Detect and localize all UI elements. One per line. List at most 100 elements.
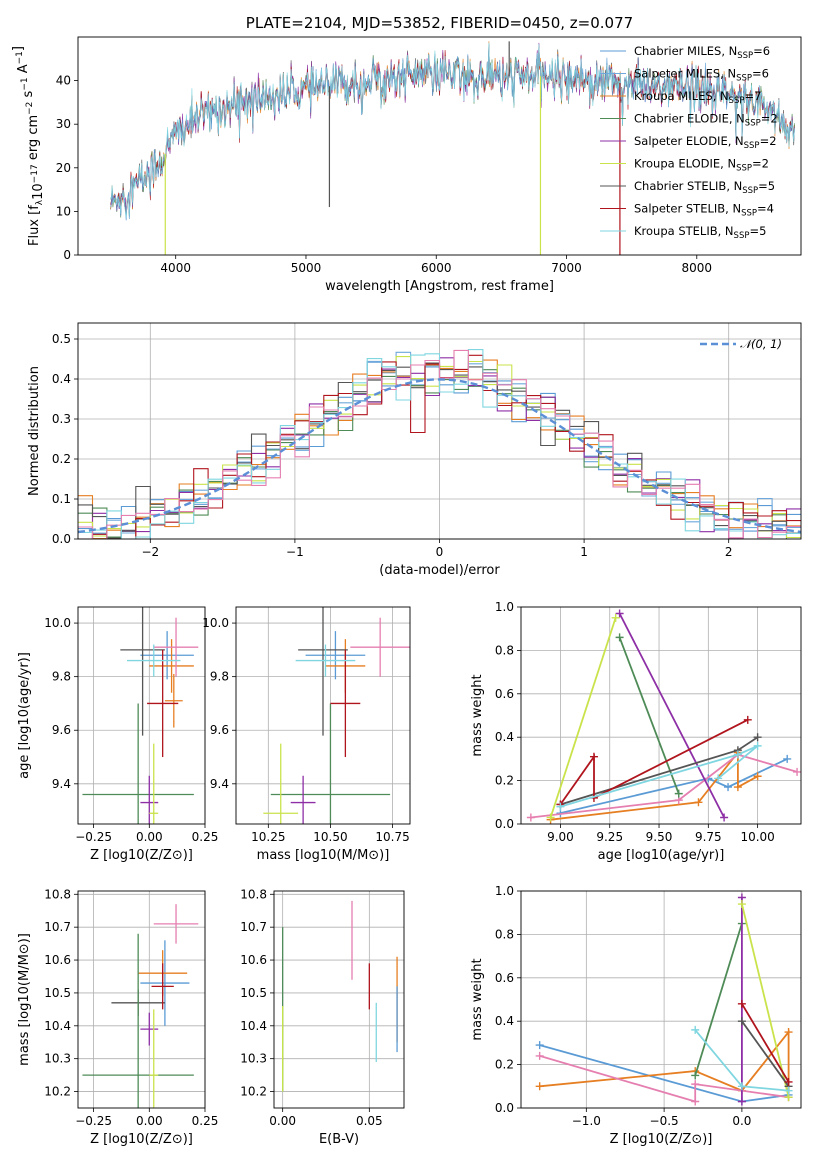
weight_vs_z-frame bbox=[520, 890, 802, 1109]
spectrum-kroupa_stelib bbox=[110, 42, 795, 218]
y-tick-label: 0.5 bbox=[52, 332, 71, 346]
weight-marker bbox=[784, 1086, 793, 1095]
y-tick-label: 0.8 bbox=[495, 927, 514, 941]
residuals-axes: −2 −1 0 1 2 0.0 0.1 0.2 0.3 0.4 0.5 bbox=[52, 323, 801, 559]
legend-label: Salpeter STELIB, NSSP=4 bbox=[634, 202, 774, 219]
y-tick-label: 10.7 bbox=[240, 920, 267, 934]
errorbar-point bbox=[305, 631, 366, 680]
y-tick-label: 9.8 bbox=[210, 670, 229, 684]
errorbar-point bbox=[127, 644, 181, 677]
weight_vs_age-ylabel: mass weight bbox=[470, 674, 485, 756]
errorbar-point bbox=[298, 607, 348, 736]
legend-label: Kroupa STELIB, NSSP=5 bbox=[634, 224, 766, 241]
weight_vs_age-frame bbox=[520, 606, 802, 825]
mass_vs_ebv-frame bbox=[273, 890, 405, 1109]
mass_vs_ebv-axes: 0.00 0.05 10.2 10.3 10.4 10.5 10.6 10.7 10.8 bbox=[240, 887, 404, 1128]
x-tick-label: −0.25 bbox=[75, 1114, 112, 1128]
weight-marker bbox=[737, 900, 746, 909]
weight-marker bbox=[535, 1082, 544, 1091]
spectrum-legend: Chabrier MILES, NSSP=6 Salpeter MILES, NS… bbox=[600, 44, 778, 241]
y-tick-label: 10 bbox=[56, 204, 71, 218]
y-tick-label: 0.4 bbox=[495, 730, 514, 744]
y-tick-label: 0.8 bbox=[495, 643, 514, 657]
weight-marker bbox=[556, 802, 565, 811]
mass_vs_z-frame bbox=[77, 890, 206, 1109]
weight-marker bbox=[535, 1051, 544, 1060]
weight-marker bbox=[753, 733, 762, 742]
errorbar-point bbox=[140, 1012, 159, 1046]
age_vs_z-axes: −0.25 0.00 0.25 9.4 9.6 9.8 10.0 bbox=[44, 607, 218, 844]
x-tick-label: 0 bbox=[436, 545, 444, 559]
errorbar-point bbox=[263, 743, 299, 824]
x-tick-label: −0.5 bbox=[650, 1114, 679, 1128]
weight-marker bbox=[753, 741, 762, 750]
y-tick-label: 0.4 bbox=[495, 1014, 514, 1028]
mass_vs_ebv-xlabel: E(B-V) bbox=[319, 1132, 359, 1147]
age_vs_mass-xlabel: mass [log10(M/M⊙)] bbox=[257, 848, 390, 863]
mass_vs_z-xlabel: Z [log10(Z/Z⊙)] bbox=[90, 1132, 193, 1147]
weight-line-chabrier_stelib bbox=[741, 1020, 790, 1087]
legend-label: Chabrier STELIB, NSSP=5 bbox=[634, 179, 775, 196]
x-tick-label: 9.50 bbox=[646, 830, 673, 844]
legend-label: Kroupa ELODIE, NSSP=2 bbox=[634, 157, 769, 174]
residuals-legend-label: 𝒩(0, 1) bbox=[740, 337, 782, 351]
spectrum-title: PLATE=2104, MJD=53852, FIBERID=0450, z=0… bbox=[246, 14, 633, 32]
legend-label: Salpeter ELODIE, NSSP=2 bbox=[634, 134, 777, 151]
weight-marker bbox=[737, 1017, 746, 1026]
errorbar-point bbox=[270, 703, 391, 824]
mass_vs_z-points bbox=[82, 904, 199, 1108]
errorbar-point bbox=[140, 775, 159, 824]
spectrum-lines bbox=[110, 41, 795, 255]
weight-line-salpeter_stelib bbox=[559, 718, 749, 806]
x-tick-label: 10.50 bbox=[313, 830, 347, 844]
y-tick-label: 10.4 bbox=[240, 1019, 267, 1033]
weight-line-pink bbox=[530, 753, 798, 819]
y-tick-label: 0.1 bbox=[52, 492, 71, 506]
mass_vs_z-ylabel: mass [log10(M/M⊙)] bbox=[17, 933, 32, 1066]
weight-marker bbox=[753, 772, 762, 781]
weight_vs_z-ylabel: mass weight bbox=[470, 958, 485, 1040]
y-tick-label: 30 bbox=[56, 117, 71, 131]
y-tick-label: 10.5 bbox=[44, 986, 71, 1000]
y-tick-label: 10.2 bbox=[44, 1085, 71, 1099]
x-tick-label: −1 bbox=[286, 545, 304, 559]
y-tick-label: 10.2 bbox=[240, 1085, 267, 1099]
spectrum-ylabel: Flux [fλ10−17 erg cm−2 s−1 A−1] bbox=[11, 46, 46, 246]
weight-marker bbox=[737, 1097, 746, 1106]
histogram-pink bbox=[78, 349, 801, 539]
x-tick-label: 5000 bbox=[291, 261, 322, 275]
y-tick-label: 1.0 bbox=[495, 884, 514, 898]
x-tick-label: 0.00 bbox=[136, 1114, 163, 1128]
errorbar-point bbox=[149, 639, 194, 693]
errorbar-point bbox=[151, 963, 174, 1010]
legend-label: Kroupa MILES, NSSP=7 bbox=[634, 89, 761, 106]
age_vs_mass-frame bbox=[235, 606, 411, 825]
x-tick-label: 0.0 bbox=[732, 1114, 751, 1128]
y-tick-label: 10.0 bbox=[44, 616, 71, 630]
weight_vs_age-series bbox=[526, 609, 801, 824]
errorbar-point bbox=[290, 775, 316, 824]
x-tick-label: 10.75 bbox=[375, 830, 409, 844]
errorbar-point bbox=[82, 933, 194, 1108]
mass_vs_ebv-points bbox=[282, 900, 398, 1092]
y-tick-label: 10.6 bbox=[44, 953, 71, 967]
weight-marker bbox=[733, 783, 742, 792]
y-tick-label: 20 bbox=[56, 161, 71, 175]
weight-marker bbox=[784, 1028, 793, 1037]
x-tick-label: −2 bbox=[141, 545, 159, 559]
weight-marker bbox=[724, 783, 733, 792]
errorbar-point bbox=[149, 1009, 159, 1108]
x-tick-label: 0.25 bbox=[192, 830, 219, 844]
weight-marker bbox=[743, 715, 752, 724]
x-tick-label: 9.75 bbox=[695, 830, 722, 844]
y-tick-label: 10.8 bbox=[44, 887, 71, 901]
weight-marker bbox=[615, 609, 624, 618]
weight-line-kroupa_elodie bbox=[549, 617, 617, 818]
errorbar-point bbox=[350, 617, 410, 677]
errorbar-point bbox=[153, 904, 199, 944]
weight-line-kroupa_elodie bbox=[741, 903, 790, 1098]
weight-line-chabrier_elodie bbox=[618, 637, 680, 794]
age_vs_mass-points bbox=[263, 607, 410, 824]
errorbar-point bbox=[330, 649, 361, 758]
errorbar-point bbox=[140, 631, 194, 680]
